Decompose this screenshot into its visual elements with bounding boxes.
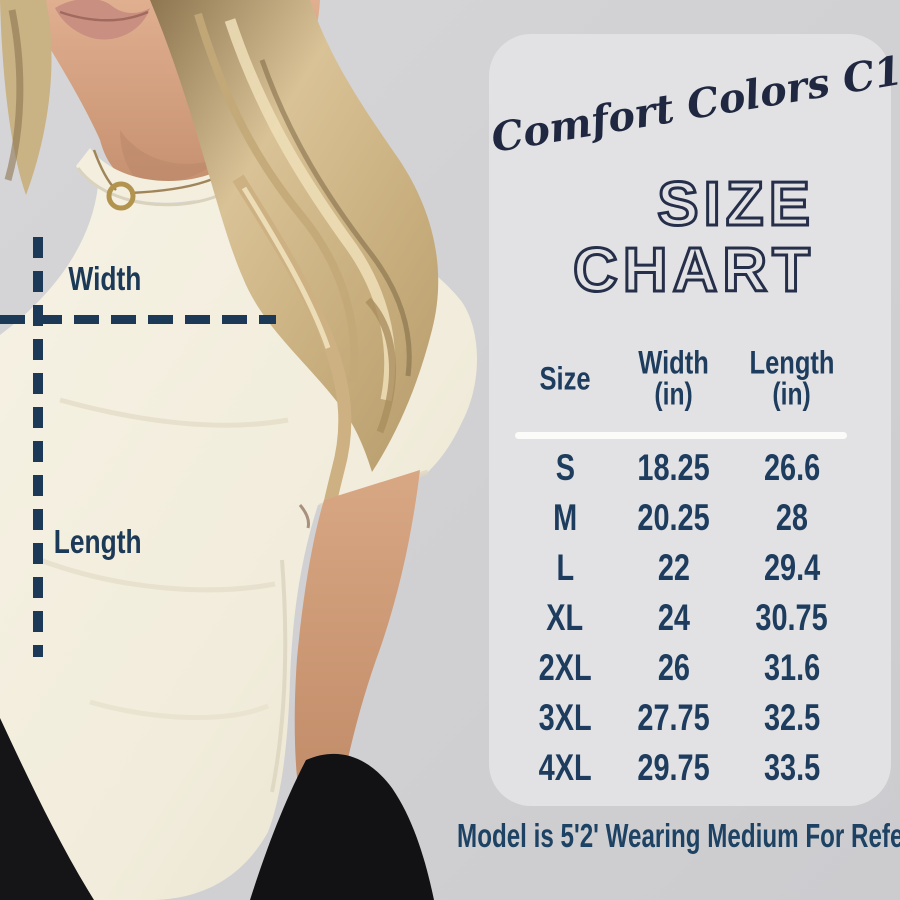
header-length: Length (in) [749,345,835,413]
header-separator-line [515,432,847,439]
width-cell: 24 [657,596,691,638]
width-label: Width [68,259,142,298]
length-label: Length [53,522,142,561]
width-cell: 27.75 [637,696,711,738]
hair-wave [194,12,359,383]
size-cell: 2XL [538,646,592,688]
header-size: Size [539,361,591,397]
size-cell: L [556,546,574,588]
length-cell: 33.5 [763,746,821,788]
length-cell: 31.6 [763,646,821,688]
width-cell: 22 [657,546,691,588]
necklace-pendant [106,181,136,211]
lip-line [59,10,149,22]
hair-front-highlight [241,186,331,349]
table-row: S 18.25 26.6 [515,443,851,493]
shirt-wrinkle [59,397,289,428]
title-chart: CHART [572,236,815,305]
brand-script-title: Comfort Colors C1717 [487,33,900,162]
size-cell: M [552,496,578,538]
length-cell: 30.75 [755,596,829,638]
model-arm [294,470,420,815]
length-cell: 29.4 [763,546,821,588]
neck-shadow [120,130,220,183]
shirt-wrinkle [39,557,276,593]
size-cell: XL [546,596,584,638]
width-cell: 26 [657,646,691,688]
hair-left-streak [4,9,24,181]
table-row: 2XL 26 31.6 [515,643,851,693]
size-cell: S [555,446,575,488]
length-cell: 32.5 [763,696,821,738]
length-cell: 26.6 [763,446,821,488]
hair-right-mass [150,0,439,472]
size-cell: 3XL [538,696,592,738]
size-cell: 4XL [538,746,592,788]
width-dashed-line [0,315,276,324]
title-size: SIZE [656,170,815,239]
table-row: 4XL 29.75 33.5 [515,743,851,793]
hair-left-strand [0,0,52,195]
size-chart-panel: Comfort Colors C1717 SIZE CHART Size Wid… [487,33,900,806]
hair-shadow-strand [259,59,412,377]
width-cell: 18.25 [637,446,711,488]
shirt-wrinkle [89,699,269,720]
leggings-right [250,753,434,900]
model-reference-caption: Model is 5'2' Wearing Medium For Referen… [457,816,900,855]
table-row: M 20.25 28 [515,493,851,543]
size-table-rows: S 18.25 26.6 M 20.25 28 L 22 29.4 XL 24 30.75 2XL 26 3… [515,443,851,793]
header-width: Width (in) [638,345,710,413]
shirt-side-crease [270,559,288,793]
table-row: 3XL 27.75 32.5 [515,693,851,743]
width-cell: 29.75 [637,746,711,788]
table-row: XL 24 30.75 [515,593,851,643]
hair-wave [365,297,396,434]
table-header-row: Size Width (in) Length (in) [515,345,851,413]
length-dashed-line [33,237,43,657]
table-row: L 22 29.4 [515,543,851,593]
length-cell: 28 [775,496,809,538]
width-cell: 20.25 [637,496,711,538]
leggings-left [0,718,94,900]
arm-tattoo [298,504,310,529]
size-chart-title: SIZE CHART [572,170,815,305]
